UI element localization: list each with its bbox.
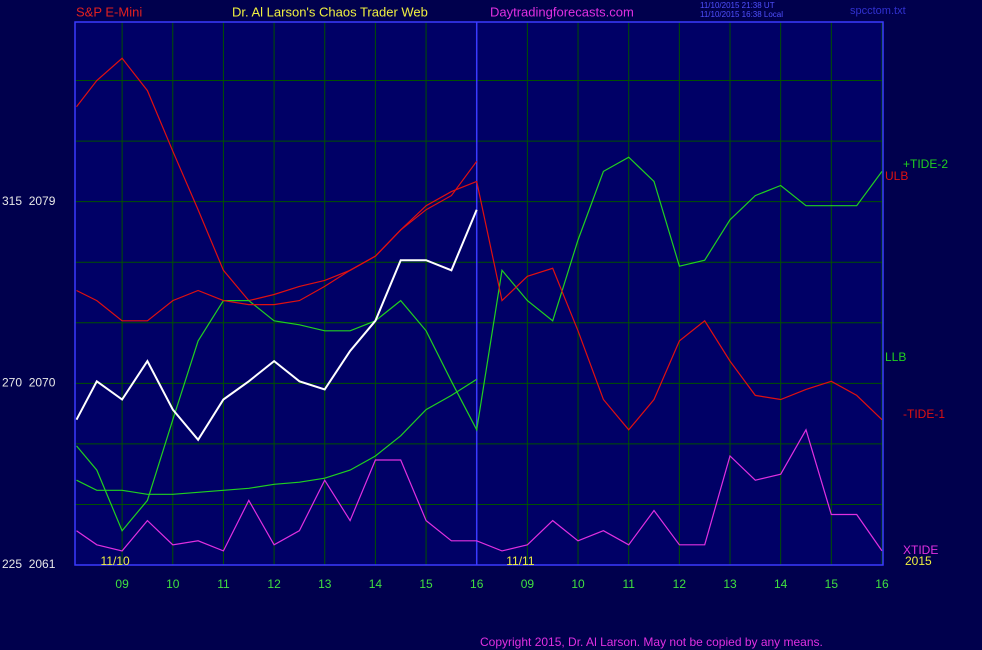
series-label: ULB [885, 169, 908, 183]
x-tick-label: 09 [115, 577, 129, 591]
x-tick-label: 16 [875, 577, 889, 591]
date-label: 11/11 [506, 554, 535, 568]
series-line [75, 209, 478, 442]
plot-border [74, 21, 884, 566]
instrument: S&P E-Mini [76, 4, 142, 19]
series-label: +TIDE-2 [903, 157, 948, 171]
x-tick-label: 10 [166, 577, 180, 591]
x-tick-label: 11 [217, 577, 230, 591]
x-tick-label: 09 [521, 577, 535, 591]
series-line [76, 57, 478, 302]
series-line [76, 378, 478, 495]
series-lines [75, 57, 883, 552]
series-label: LLB [885, 350, 906, 364]
year: 2015 [905, 554, 932, 568]
x-tick-label: 12 [673, 577, 687, 591]
series-line [76, 180, 883, 431]
time-ut: 11/10/2015 21:38 UT [700, 1, 775, 10]
date-label: 11/10 [101, 554, 130, 568]
x-tick-label: 10 [571, 577, 585, 591]
x-tick-label: 13 [318, 577, 332, 591]
y-tick-label: 270 2070 [2, 375, 56, 389]
x-tick-label: 13 [723, 577, 737, 591]
series-line [76, 156, 883, 532]
series-label: XTIDE [903, 543, 938, 557]
file-name: spcctom.txt [850, 5, 906, 17]
series-line [76, 428, 883, 552]
series-label: -TIDE-1 [903, 407, 945, 421]
x-tick-label: 16 [470, 577, 484, 591]
url: Daytradingforecasts.com [490, 4, 634, 19]
site-title: Dr. Al Larson's Chaos Trader Web [232, 4, 428, 19]
time-local: 11/10/2015 16:38 Local [700, 10, 783, 19]
x-tick-label: 14 [774, 577, 788, 591]
copyright: Copyright 2015, Dr. Al Larson. May not b… [480, 635, 823, 649]
y-tick-label: 315 2079 [2, 194, 56, 208]
x-tick-label: 15 [825, 577, 839, 591]
y-tick-label: 225 2061 [2, 557, 56, 571]
x-tick-label: 12 [267, 577, 281, 591]
x-tick-label: 11 [622, 577, 635, 591]
plot-area [75, 22, 883, 565]
x-tick-label: 15 [419, 577, 433, 591]
x-tick-label: 14 [369, 577, 383, 591]
